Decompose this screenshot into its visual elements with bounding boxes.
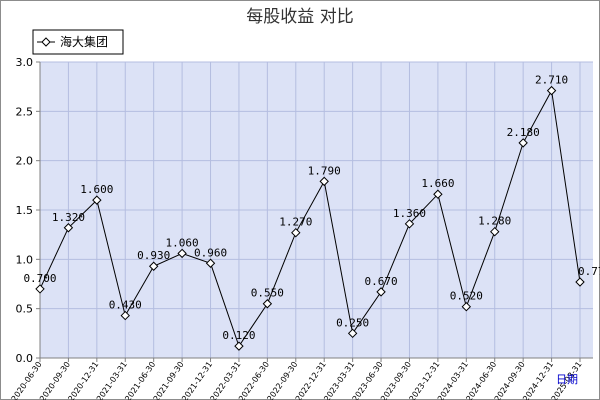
x-tick-label: 2024-09-30 bbox=[493, 360, 527, 400]
data-point bbox=[205, 258, 216, 268]
y-tick-label: 1.5 bbox=[16, 204, 34, 217]
chart-title: 每股收益 对比 bbox=[246, 7, 353, 27]
data-point bbox=[92, 195, 102, 205]
x-tick-label: 2021-09-30 bbox=[152, 360, 186, 400]
data-label: 0.550 bbox=[251, 287, 284, 300]
data-label: 1.280 bbox=[478, 215, 511, 228]
data-label: 0.700 bbox=[23, 272, 56, 285]
data-point bbox=[404, 219, 415, 229]
data-label: 1.660 bbox=[421, 177, 454, 190]
data-label: 1.600 bbox=[80, 183, 113, 196]
x-tick-label: 2020-06-30 bbox=[10, 360, 44, 400]
x-tick-label: 2022-12-31 bbox=[294, 360, 328, 400]
x-tick-label: 2024-03-31 bbox=[436, 360, 470, 400]
data-label: 0.430 bbox=[109, 299, 142, 312]
x-tick-label: 2023-06-30 bbox=[351, 360, 385, 400]
data-point bbox=[319, 176, 329, 187]
data-point bbox=[291, 227, 301, 238]
data-point bbox=[461, 301, 472, 312]
data-point bbox=[120, 310, 130, 321]
data-label: 1.320 bbox=[52, 211, 85, 224]
data-point bbox=[234, 341, 244, 351]
data-label: 1.790 bbox=[308, 164, 341, 177]
data-point bbox=[148, 261, 159, 271]
data-label: 1.270 bbox=[279, 216, 312, 229]
data-label: 0.120 bbox=[222, 329, 255, 342]
data-label: 0.250 bbox=[336, 316, 369, 329]
data-label: 2.180 bbox=[507, 126, 540, 139]
y-tick-label: 3.0 bbox=[16, 56, 34, 69]
data-point bbox=[35, 284, 45, 294]
data-label: 2.710 bbox=[535, 74, 568, 87]
x-tick-label: 2022-03-31 bbox=[209, 360, 243, 400]
data-label: 1.360 bbox=[393, 207, 426, 220]
x-tick-label: 2022-09-30 bbox=[265, 360, 299, 400]
data-point bbox=[262, 299, 273, 309]
y-tick-label: 0.0 bbox=[16, 352, 34, 365]
legend-series-name: 海大集团 bbox=[60, 34, 108, 49]
x-tick-label: 2021-03-31 bbox=[95, 360, 129, 400]
x-tick-label: 2020-12-31 bbox=[66, 360, 100, 400]
y-tick-label: 2.0 bbox=[16, 155, 34, 168]
data-label: 0.670 bbox=[364, 275, 397, 288]
series-line bbox=[39, 89, 581, 348]
data-label: 0.770 bbox=[578, 265, 600, 278]
x-tick-label: 2021-06-30 bbox=[123, 360, 157, 400]
data-point bbox=[63, 223, 74, 233]
y-tick-label: 1.0 bbox=[16, 253, 34, 266]
data-label: 0.930 bbox=[137, 249, 170, 262]
x-tick-label: 2020-09-30 bbox=[38, 360, 72, 400]
x-tick-label: 2022-06-30 bbox=[237, 360, 271, 400]
x-axis-ticks: 2020-06-302020-09-302020-12-312021-03-31… bbox=[10, 360, 584, 400]
legend-marker-icon bbox=[41, 37, 51, 47]
data-point bbox=[347, 328, 358, 339]
data-point bbox=[177, 248, 187, 259]
legend: 海大集团 bbox=[32, 29, 124, 55]
x-tick-label: 2021-12-31 bbox=[180, 360, 214, 400]
x-tick-label: 2024-12-31 bbox=[521, 360, 555, 400]
x-axis-title: 日期 bbox=[556, 373, 578, 386]
data-point bbox=[575, 277, 585, 287]
grid-lines bbox=[39, 61, 593, 359]
data-label: 1.060 bbox=[166, 236, 199, 249]
data-label: 0.520 bbox=[450, 290, 483, 303]
y-tick-label: 0.5 bbox=[16, 303, 34, 316]
data-point bbox=[518, 138, 528, 148]
x-tick-label: 2024-06-30 bbox=[464, 360, 498, 400]
y-tick-label: 2.5 bbox=[16, 105, 34, 118]
data-point bbox=[490, 226, 500, 237]
data-point bbox=[433, 189, 443, 199]
x-tick-label: 2023-03-31 bbox=[322, 360, 356, 400]
data-point bbox=[546, 85, 557, 96]
y-axis-ticks: 0.0 0.5 1.0 1.5 2.0 2.5 3.0 bbox=[16, 56, 34, 365]
data-point bbox=[376, 287, 386, 297]
x-tick-label: 2023-09-30 bbox=[379, 360, 413, 400]
x-tick-label: 2023-12-31 bbox=[407, 360, 441, 400]
axes bbox=[36, 61, 593, 362]
data-label: 0.960 bbox=[194, 246, 227, 259]
